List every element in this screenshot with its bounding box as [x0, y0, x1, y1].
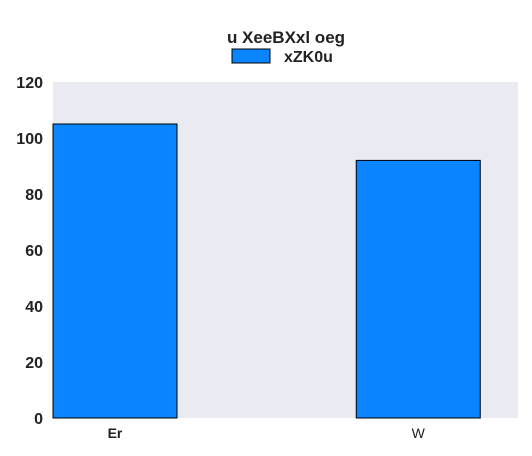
bars-group	[52, 123, 481, 419]
y-tick-label: 0	[34, 411, 43, 428]
y-tick-label: 120	[16, 75, 43, 92]
x-axis: Er W	[108, 425, 426, 441]
y-tick-label: 100	[16, 131, 43, 148]
y-tick-label: 80	[25, 187, 43, 204]
bar-Er	[52, 123, 178, 419]
y-tick-label: 20	[25, 355, 43, 372]
x-tick-label: Er	[108, 425, 123, 441]
legend: xZK0u	[231, 48, 333, 66]
bar-W	[355, 159, 481, 419]
chart-title: u XeeBXxl oeg	[227, 28, 345, 47]
y-axis: 0 20 40 60 80 100 120	[16, 75, 43, 428]
legend-label: xZK0u	[284, 49, 333, 66]
y-tick-label: 40	[25, 299, 43, 316]
x-tick-label: W	[412, 425, 426, 441]
legend-swatch	[231, 48, 271, 64]
y-tick-label: 60	[25, 243, 43, 260]
